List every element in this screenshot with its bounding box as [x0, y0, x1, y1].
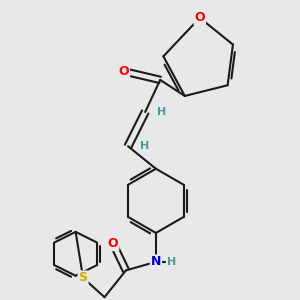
Text: H: H	[167, 257, 176, 267]
Text: O: O	[118, 65, 129, 78]
Text: H: H	[140, 141, 149, 151]
Text: S: S	[79, 272, 88, 284]
Text: N: N	[151, 255, 161, 268]
Text: O: O	[194, 11, 205, 24]
Text: H: H	[157, 107, 167, 117]
Text: O: O	[108, 237, 118, 250]
